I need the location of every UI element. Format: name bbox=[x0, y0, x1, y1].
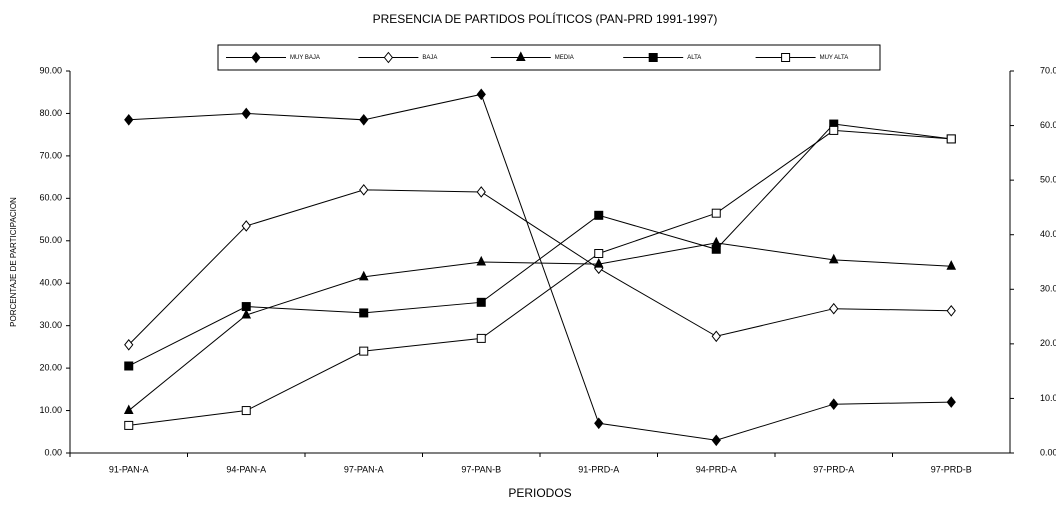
x-tick-label: 94-PRD-A bbox=[696, 464, 737, 474]
marker bbox=[359, 184, 369, 196]
series-line bbox=[128, 189, 952, 346]
legend-marker bbox=[781, 53, 791, 62]
y-axis-label: PORCENTAJE DE PARTICIPACION bbox=[9, 197, 18, 327]
marker bbox=[946, 396, 956, 408]
marker bbox=[124, 338, 134, 351]
marker bbox=[476, 297, 486, 307]
marker bbox=[359, 346, 369, 356]
series-line bbox=[128, 242, 952, 411]
marker bbox=[241, 308, 252, 319]
marker bbox=[946, 305, 956, 317]
y-tick-label: 10.00 bbox=[39, 405, 62, 415]
x-tick-label: 91-PAN-A bbox=[109, 464, 149, 474]
marker bbox=[476, 88, 486, 101]
y-tick-label: 80.00 bbox=[39, 108, 62, 118]
marker bbox=[829, 398, 839, 410]
y2-tick-label: 0.00 bbox=[1040, 447, 1056, 457]
y-tick-label: 0.00 bbox=[44, 447, 62, 457]
legend-label: MUY ALTA bbox=[820, 55, 849, 61]
series-line bbox=[128, 123, 952, 367]
legend-marker bbox=[383, 51, 394, 64]
y-tick-label: 60.00 bbox=[39, 193, 62, 203]
marker bbox=[594, 417, 604, 430]
y-tick-label: 50.00 bbox=[39, 235, 62, 245]
x-tick-label: 97-PAN-B bbox=[461, 464, 501, 474]
marker bbox=[828, 253, 839, 264]
legend-label: MUY BAJA bbox=[290, 55, 320, 61]
y2-tick-label: 30.00 bbox=[1040, 284, 1056, 294]
marker bbox=[711, 244, 721, 254]
x-tick-label: 94-PAN-A bbox=[226, 464, 266, 474]
y2-tick-label: 50.00 bbox=[1040, 175, 1056, 185]
legend-label: BAJA bbox=[422, 55, 437, 61]
y2-tick-label: 20.00 bbox=[1040, 338, 1056, 348]
marker bbox=[358, 270, 369, 281]
legend-marker bbox=[648, 53, 658, 62]
marker bbox=[711, 236, 722, 247]
marker bbox=[241, 406, 251, 416]
y-tick-label: 20.00 bbox=[39, 362, 62, 372]
marker bbox=[359, 308, 369, 318]
series-line bbox=[128, 93, 952, 441]
y-tick-label: 90.00 bbox=[39, 65, 62, 75]
marker bbox=[241, 302, 251, 312]
marker bbox=[241, 107, 251, 120]
x-tick-label: 97-PRD-B bbox=[931, 464, 972, 474]
legend-label: MEDIA bbox=[555, 55, 574, 61]
y-tick-label: 70.00 bbox=[39, 150, 62, 160]
marker bbox=[124, 114, 134, 126]
legend-marker bbox=[251, 51, 261, 64]
y2-tick-label: 40.00 bbox=[1040, 229, 1056, 239]
x-tick-label: 97-PAN-A bbox=[344, 464, 384, 474]
chart-title: PRESENCIA DE PARTIDOS POLÍTICOS (PAN-PRD… bbox=[373, 11, 718, 26]
marker bbox=[476, 255, 487, 266]
x-tick-label: 91-PRD-A bbox=[578, 464, 619, 474]
marker bbox=[711, 208, 721, 218]
y2-tick-label: 70.00 bbox=[1040, 65, 1056, 75]
marker bbox=[241, 220, 251, 232]
y-tick-label: 30.00 bbox=[39, 320, 62, 330]
marker bbox=[359, 114, 369, 126]
marker bbox=[711, 330, 721, 343]
marker bbox=[123, 404, 134, 415]
marker bbox=[946, 260, 957, 270]
marker bbox=[829, 125, 839, 135]
marker bbox=[594, 210, 604, 220]
legend-label: ALTA bbox=[687, 55, 701, 61]
marker bbox=[829, 302, 839, 315]
x-axis-label: PERIODOS bbox=[508, 486, 571, 500]
legend-marker bbox=[515, 51, 526, 61]
marker bbox=[476, 186, 486, 198]
y2-tick-label: 60.00 bbox=[1040, 120, 1056, 130]
series-line bbox=[128, 129, 952, 426]
marker bbox=[476, 333, 486, 343]
marker bbox=[946, 134, 956, 144]
x-tick-label: 97-PRD-A bbox=[813, 464, 854, 474]
marker bbox=[124, 361, 134, 371]
y-tick-label: 40.00 bbox=[39, 278, 62, 288]
marker bbox=[711, 434, 721, 447]
marker bbox=[593, 258, 604, 268]
marker bbox=[124, 420, 134, 430]
y2-tick-label: 10.00 bbox=[1040, 393, 1056, 403]
marker bbox=[594, 249, 604, 259]
